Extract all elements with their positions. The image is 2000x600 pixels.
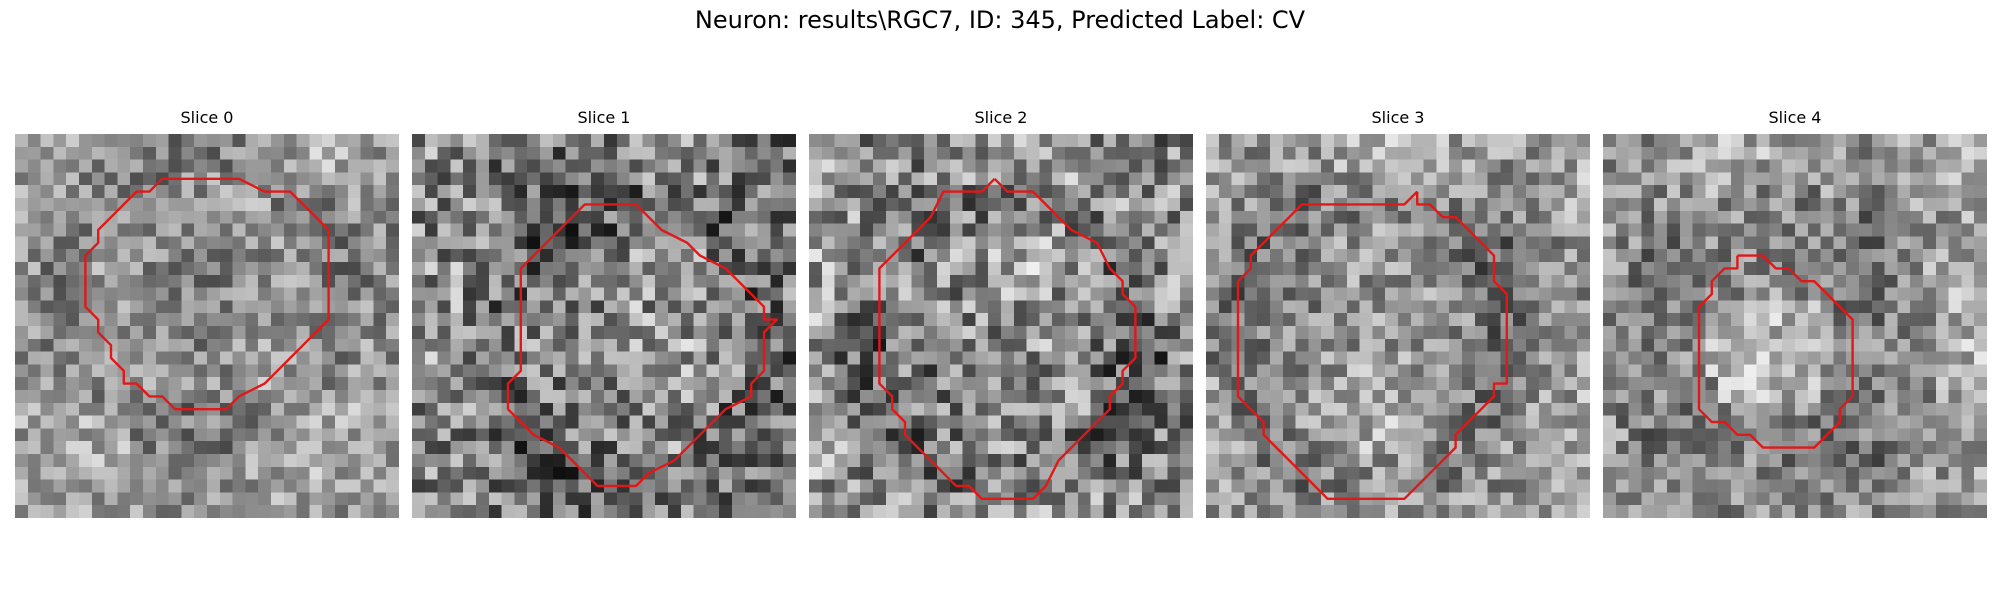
- slice-panel-2: Slice 2: [809, 106, 1193, 518]
- cell-contour-4: [1697, 254, 1854, 449]
- slice-panel-4: Slice 4: [1603, 106, 1987, 518]
- slice-image-1: [412, 134, 796, 518]
- slice-image-0: [15, 134, 399, 518]
- slice-pixels-3: [1206, 134, 1590, 518]
- slice-overlay-4: [1697, 254, 1854, 449]
- slice-title-4: Slice 4: [1768, 108, 1822, 127]
- slice-title-3: Slice 3: [1371, 108, 1425, 127]
- slice-title-1: Slice 1: [577, 108, 631, 127]
- slice-panel-1: Slice 1: [412, 106, 796, 518]
- slice-title-2: Slice 2: [974, 108, 1028, 127]
- cell-contour-3: [1236, 190, 1508, 500]
- slice-image-4: [1603, 134, 1987, 518]
- slice-pixels-0: [15, 134, 399, 518]
- slice-panel-3: Slice 3: [1206, 106, 1590, 518]
- slice-title-0: Slice 0: [180, 108, 234, 127]
- slice-pixels-4: [1603, 134, 1987, 518]
- slice-image-3: [1206, 134, 1590, 518]
- slice-overlay-1: [506, 203, 778, 488]
- figure-title: Neuron: results\RGC7, ID: 345, Predicted…: [694, 6, 1306, 34]
- cell-contour-1: [506, 203, 778, 488]
- slice-overlay-0: [84, 177, 330, 411]
- slice-pixels-1: [412, 134, 796, 518]
- slice-image-2: [809, 134, 1193, 518]
- cell-contour-0: [84, 177, 330, 411]
- slice-pixels-2: [809, 134, 1193, 518]
- slice-overlay-2: [878, 177, 1137, 500]
- cell-contour-2: [878, 177, 1137, 500]
- slice-overlay-3: [1236, 190, 1508, 500]
- slice-panel-0: Slice 0: [15, 106, 399, 518]
